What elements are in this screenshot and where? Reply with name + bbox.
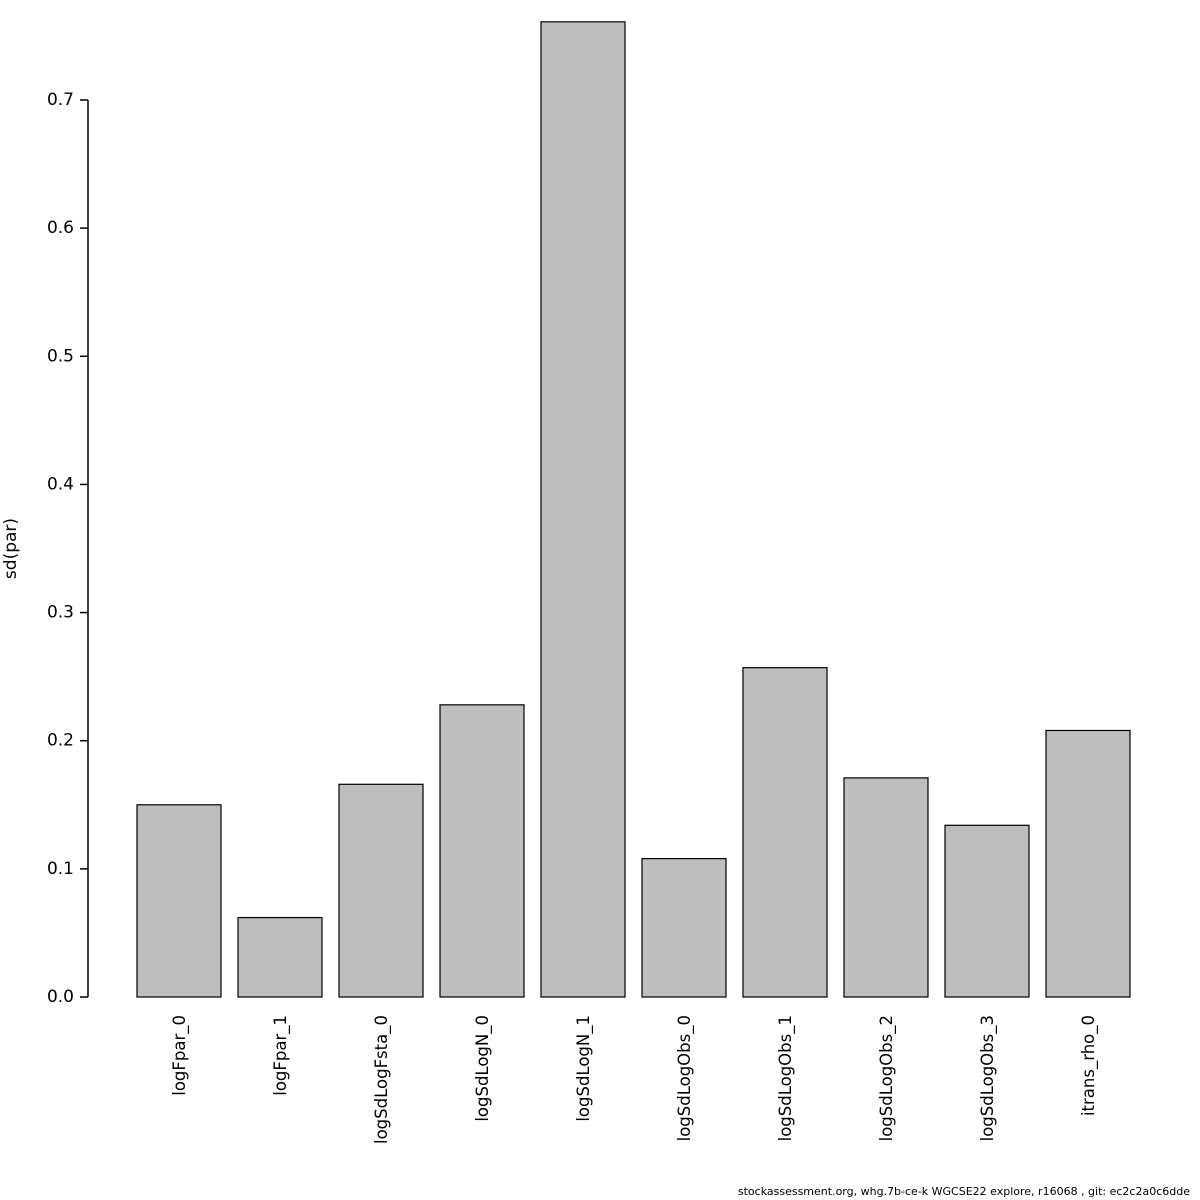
bar xyxy=(338,783,424,998)
bar xyxy=(944,824,1030,998)
bar xyxy=(1045,729,1131,998)
y-tick-label: 0.2 xyxy=(47,731,74,751)
x-tick-label: logSdLogObs_3 xyxy=(978,1015,998,1141)
y-tick-label: 0.3 xyxy=(47,603,74,623)
x-tick-label: logSdLogN_1 xyxy=(574,1015,594,1122)
y-tick-label: 0.7 xyxy=(47,90,74,110)
bar xyxy=(237,916,323,998)
x-tick-label: logFpar_1 xyxy=(271,1015,291,1096)
x-tick-label: logSdLogObs_2 xyxy=(877,1015,897,1141)
x-tick-label: logSdLogN_0 xyxy=(473,1015,493,1122)
bar xyxy=(843,777,929,998)
x-tick-label: logFpar_0 xyxy=(170,1015,190,1096)
footer-citation: stockassessment.org, whg.7b-ce-k WGCSE22… xyxy=(737,1185,1190,1198)
bar xyxy=(742,667,828,998)
y-axis-label: sd(par) xyxy=(1,518,21,579)
bar xyxy=(540,21,626,998)
bar xyxy=(439,704,525,998)
bar xyxy=(641,858,727,998)
x-tick-label: itrans_rho_0 xyxy=(1079,1015,1099,1116)
y-tick-label: 0.1 xyxy=(47,859,74,879)
y-tick-label: 0.4 xyxy=(47,474,74,494)
x-tick-label: logSdLogFsta_0 xyxy=(372,1015,392,1144)
x-tick-label: logSdLogObs_1 xyxy=(776,1015,796,1141)
y-tick-label: 0.5 xyxy=(47,346,74,366)
y-tick-label: 0.6 xyxy=(47,218,74,238)
bar xyxy=(136,804,222,998)
y-tick-label: 0.0 xyxy=(47,987,74,1007)
x-tick-label: logSdLogObs_0 xyxy=(675,1015,695,1141)
